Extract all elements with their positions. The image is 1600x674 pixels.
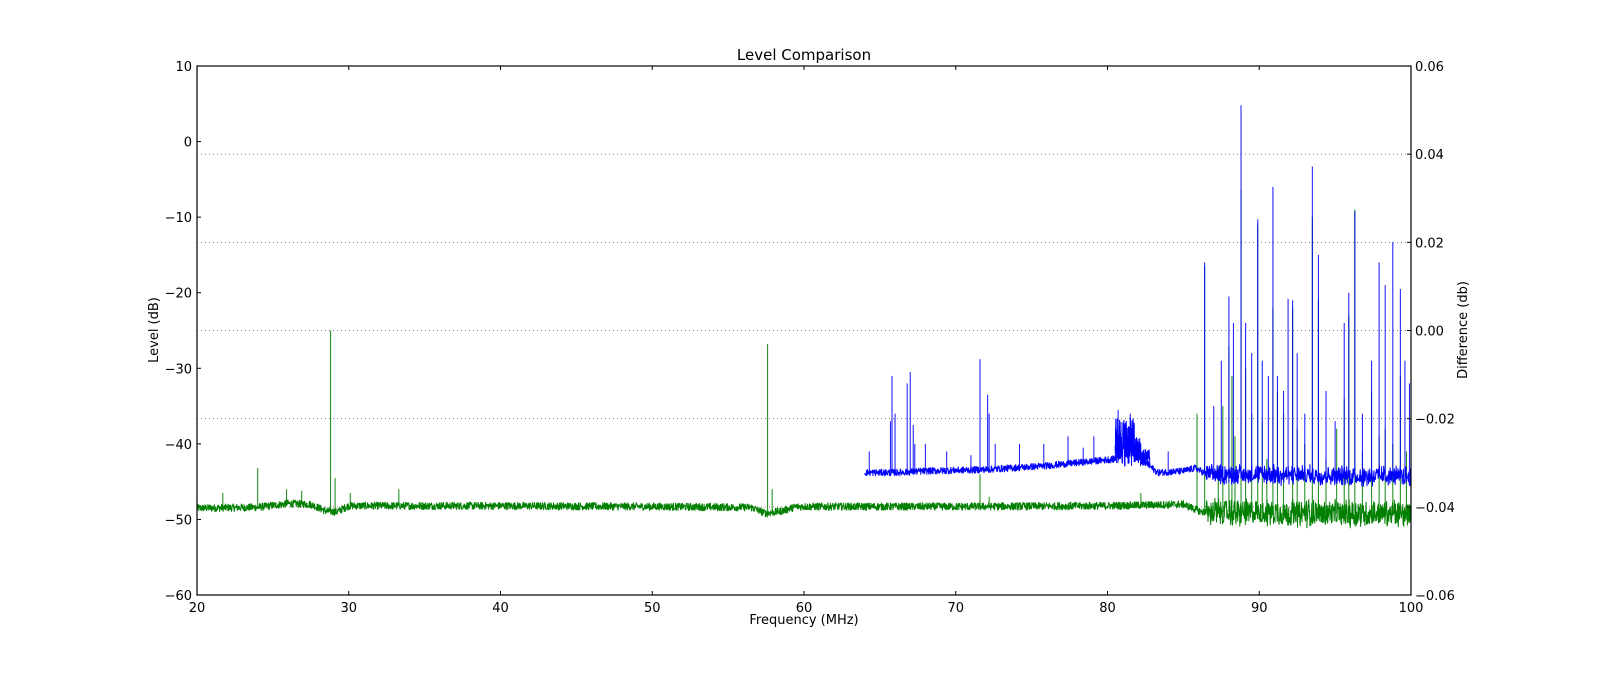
x-tick-label: 60 (796, 601, 813, 616)
x-tick-label: 100 (1399, 601, 1424, 616)
x-axis-ticks: 20 30 40 50 60 70 80 90 100 (189, 66, 1424, 616)
y-right-tick-label: 0.04 (1415, 148, 1444, 163)
x-tick-label: 90 (1251, 601, 1268, 616)
series-burst (1114, 417, 1151, 467)
y-tick-label: −20 (165, 287, 192, 302)
y-tick-label: −60 (165, 589, 192, 604)
x-tick-label: 20 (189, 601, 206, 616)
y-tick-label: −10 (165, 211, 192, 226)
x-tick-label: 50 (644, 601, 661, 616)
y-tick-label: 10 (175, 60, 192, 75)
y-axis-right-ticks: 0.06 0.04 0.02 0.00 −0.02 −0.04 −0.06 (1407, 60, 1455, 604)
chart-title: Level Comparison (737, 46, 871, 64)
y-tick-label: −30 (165, 362, 192, 377)
x-axis-label: Frequency (MHz) (749, 613, 858, 628)
y-right-tick-label: 0.02 (1415, 236, 1444, 251)
y-right-tick-label: −0.06 (1415, 589, 1455, 604)
y-right-tick-label: −0.04 (1415, 501, 1455, 516)
y-right-tick-label: −0.02 (1415, 413, 1455, 428)
x-tick-label: 30 (340, 601, 357, 616)
y-right-tick-label: 0.06 (1415, 60, 1444, 75)
y-tick-label: 0 (184, 136, 192, 151)
y-axis-left-ticks: 10 0 −10 −20 −30 −40 −50 −60 (165, 60, 201, 604)
series-layer (196, 105, 1412, 529)
y-right-tick-label: 0.00 (1415, 325, 1444, 340)
y-axis-left-label: Level (dB) (147, 297, 162, 363)
x-tick-label: 80 (1099, 601, 1116, 616)
y-tick-label: −40 (165, 438, 192, 453)
y-tick-label: −50 (165, 513, 192, 528)
x-tick-label: 70 (947, 601, 964, 616)
series-level-b (864, 105, 1412, 487)
y-axis-right-label: Difference (db) (1456, 281, 1471, 379)
x-tick-label: 40 (492, 601, 509, 616)
